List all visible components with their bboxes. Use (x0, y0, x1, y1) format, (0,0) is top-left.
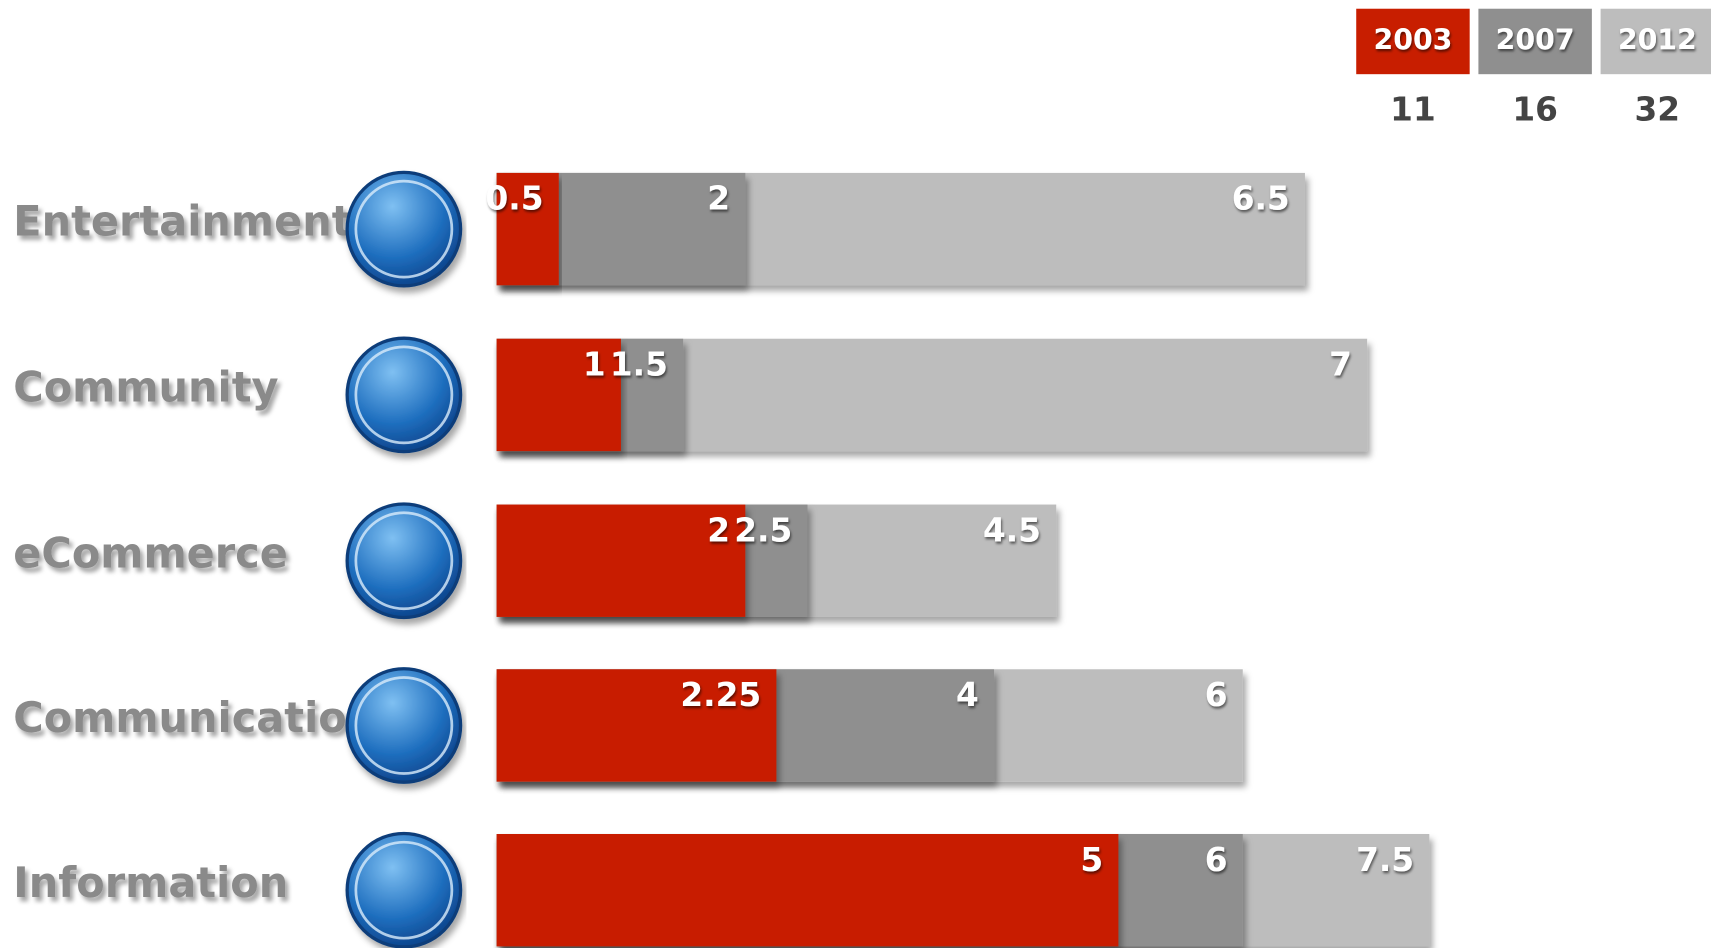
value-label: 5 (1080, 841, 1103, 879)
value-label: 2 (707, 511, 730, 549)
bar (496, 172, 559, 286)
bar (496, 504, 746, 617)
legend-total: 11 (1390, 90, 1436, 128)
value-label: 2.25 (680, 676, 761, 714)
value-label: 7 (1329, 346, 1352, 384)
value-label: 6 (1205, 841, 1228, 879)
legend-swatch (1600, 8, 1711, 75)
category-label: Community (13, 364, 278, 412)
legend-label: 2012 (1618, 23, 1697, 56)
category-label: Information (13, 859, 288, 907)
value-label: 2 (707, 180, 730, 218)
icon-ring (354, 840, 454, 940)
bar (496, 338, 621, 452)
legend-swatch (1356, 8, 1470, 75)
value-label: 1.5 (610, 346, 668, 384)
icon (345, 336, 463, 454)
value-label: 0.5 (486, 180, 544, 218)
icon (345, 667, 463, 784)
value-label: 1 (583, 346, 606, 384)
category-label: Entertainment (13, 198, 351, 246)
icon-ring (354, 179, 454, 279)
category-label: eCommerce (13, 529, 288, 577)
value-label: 4.5 (983, 511, 1041, 549)
icon-ring (354, 511, 454, 611)
icon-ring (354, 345, 454, 445)
legend-total: 16 (1512, 90, 1558, 128)
icon (345, 170, 463, 288)
legend-total: 32 (1635, 90, 1681, 128)
legend-label: 2007 (1496, 23, 1575, 56)
legend-swatch (1478, 8, 1592, 75)
bar (496, 669, 777, 782)
value-label: 6.5 (1232, 180, 1290, 218)
icon (345, 502, 463, 620)
icon-ring (354, 676, 454, 775)
value-label: 4 (956, 676, 979, 714)
legend-label: 2003 (1373, 23, 1452, 56)
value-label: 6 (1205, 676, 1228, 714)
category-label: Communication (13, 694, 376, 742)
value-label: 7.5 (1356, 841, 1414, 879)
bar (496, 834, 1119, 947)
icon (345, 831, 463, 948)
value-label: 2.5 (734, 511, 792, 549)
